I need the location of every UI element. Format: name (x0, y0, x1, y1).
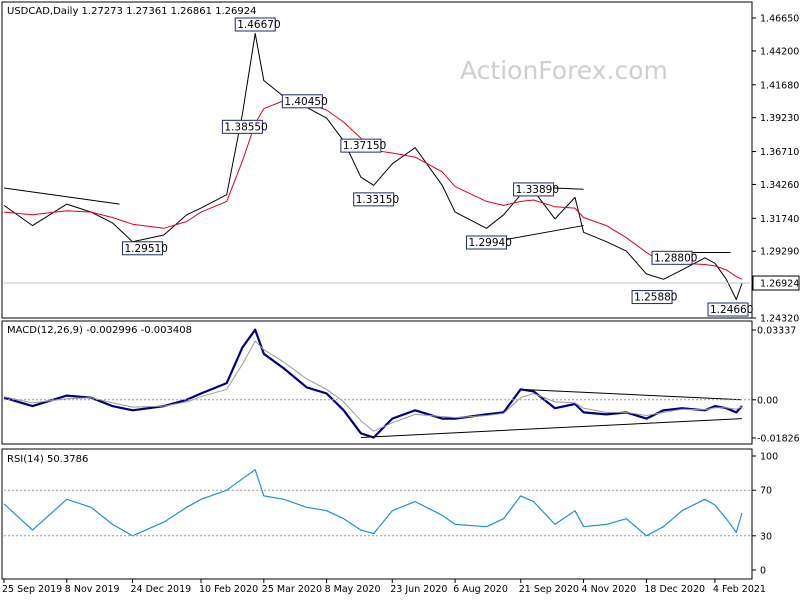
price-level-label: 1.33150 (356, 194, 399, 206)
watermark: ActionForex.com (460, 56, 668, 85)
macd-series-layer (3, 328, 743, 439)
price-level-label: 1.46670 (237, 19, 280, 31)
x-tick-label: 21 Sep 2020 (519, 584, 579, 595)
price-level-label-box (631, 290, 673, 305)
price-level-label: 1.38550 (224, 121, 267, 133)
trendline (360, 418, 743, 438)
macd-tick-label: -0.018262 (757, 434, 800, 445)
macd-panel (1, 320, 753, 445)
price-tick-label: 1.26924 (760, 279, 799, 290)
price-header: USDCAD,Daily 1.27273 1.27361 1.26861 1.2… (7, 6, 257, 17)
macd-signal-line (3, 340, 743, 432)
price-level-label-box (281, 94, 323, 109)
price-tick-label: 1.44200 (760, 46, 799, 57)
price-tick-label: 1.41680 (760, 80, 799, 91)
x-tick-label: 6 Aug 2020 (453, 584, 508, 595)
rsi-tick-label: 30 (760, 531, 772, 542)
price-tick-label: 1.24320 (760, 314, 799, 325)
price-series-layer: 1.46670 1.40450 1.38550 1.37150 1.33150 1.295… (3, 17, 753, 317)
price-level-label: 1.40450 (284, 96, 327, 108)
rsi-tick-label: 70 (760, 486, 772, 497)
price-level-label: 1.25880 (634, 292, 677, 304)
price-level-label-box (234, 17, 276, 32)
price-level-label-box (121, 241, 163, 256)
trendline (3, 187, 120, 205)
rsi-tick-label: 100 (760, 452, 778, 463)
rsi-header: RSI(14) 50.3786 (7, 454, 88, 465)
price-level-label: 1.28800 (654, 252, 697, 264)
current-price-box (752, 275, 800, 291)
rsi-tick-label: 0 (760, 566, 766, 577)
x-tick-label: 4 Nov 2020 (582, 584, 637, 595)
price-level-label: 1.24660 (710, 304, 753, 316)
macd-header: MACD(12,26,9) -0.002996 -0.003408 (7, 325, 192, 336)
price-level-label-box (221, 119, 263, 134)
price-level-label: 1.29510 (124, 243, 167, 255)
macd-tick-label: 0.00 (757, 395, 778, 406)
price-level-label-box (707, 302, 749, 317)
price-tick-label: 1.29290 (760, 247, 799, 258)
x-tick-label: 24 Dec 2019 (130, 584, 191, 595)
rsi-panel (1, 448, 753, 580)
rsi-series-layer (3, 469, 743, 537)
price-tick-label: 1.31740 (760, 214, 799, 225)
price-level-label: 1.33890 (516, 184, 559, 196)
x-tick-label: 25 Mar 2020 (262, 584, 322, 595)
x-tick-label: 18 Dec 2020 (644, 584, 705, 595)
x-tick-label: 25 Sep 2019 (2, 584, 62, 595)
price-level-label: 1.37150 (343, 140, 386, 152)
price-level-label-box (340, 138, 382, 153)
price-level-label-box (353, 192, 395, 207)
price-tick-label: 1.36710 (760, 147, 799, 158)
macd-tick-label: 0.03337 (757, 326, 796, 337)
price-panel (1, 1, 753, 319)
x-tick-label: 23 Jun 2020 (390, 584, 447, 595)
price-level-label-box (513, 182, 555, 197)
price-level-label: 1.29940 (468, 237, 511, 249)
price-tick-label: 1.39230 (760, 113, 799, 124)
trendline (520, 388, 743, 401)
price-level-label-box (465, 235, 507, 250)
price-level-label-box (651, 250, 693, 265)
x-tick-label: 10 Feb 2020 (199, 584, 258, 595)
price-tick-label: 1.46650 (760, 14, 799, 25)
x-tick-label: 8 Nov 2019 (65, 584, 120, 595)
x-tick-label: 8 May 2020 (325, 584, 381, 595)
x-tick-label: 4 Feb 2021 (713, 584, 766, 595)
axis-layer: 1.46650 1.44200 1.41680 1.39230 1.36710 1.342… (2, 14, 800, 596)
rsi-line (3, 469, 743, 537)
price-tick-label: 1.34260 (760, 180, 799, 191)
